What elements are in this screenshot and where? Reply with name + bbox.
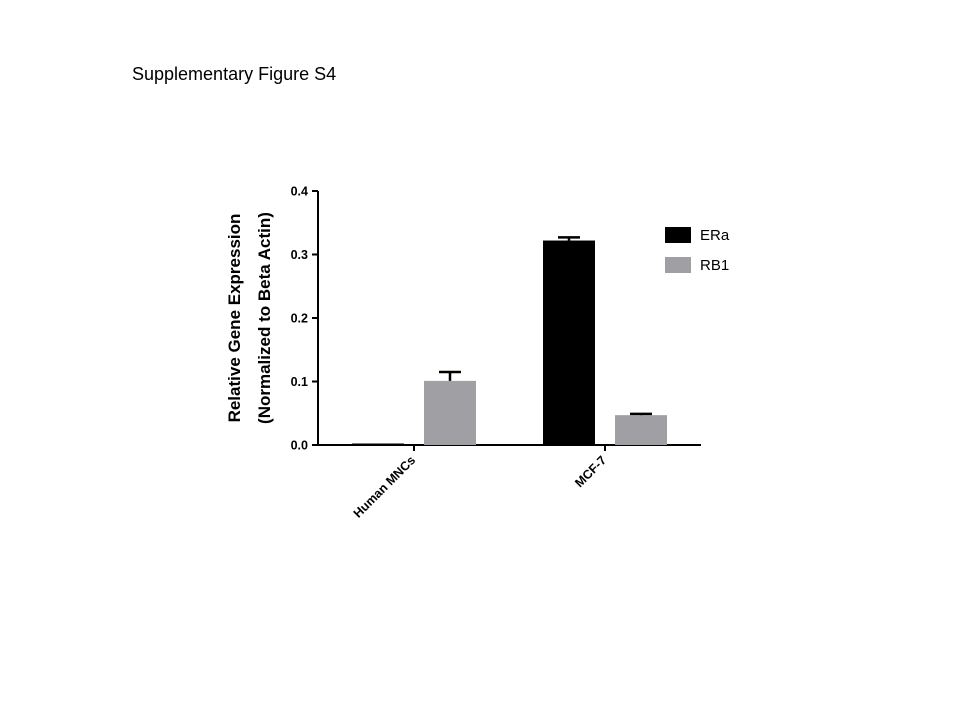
y-axis-label: Relative Gene Expression (Normalized to B… (225, 212, 274, 424)
legend-label-era: ERa (700, 227, 730, 244)
legend-swatch-era (665, 227, 691, 243)
y-tick-label: 0.2 (291, 312, 308, 326)
x-tick-label: Human MNCs (351, 453, 418, 520)
x-tick-label: MCF-7 (572, 453, 609, 490)
legend-label-rb1: RB1 (700, 257, 729, 274)
y-axis-label-line: (Normalized to Beta Actin) (255, 212, 274, 424)
bar-rb1-0 (424, 380, 476, 445)
figure-title: Supplementary Figure S4 (132, 64, 337, 84)
chart-legend: ERa RB1 (665, 227, 730, 274)
y-tick-labels: 0.0 0.1 0.2 0.3 0.4 (291, 185, 308, 453)
bar-era-0 (352, 443, 404, 445)
legend-swatch-rb1 (665, 257, 691, 273)
y-tick-label: 0.4 (291, 185, 308, 199)
chart-axes (312, 190, 701, 451)
y-tick-label: 0.1 (291, 375, 308, 389)
chart-error-bars (439, 236, 652, 416)
bar-rb1-1 (615, 415, 667, 445)
x-tick-labels: Human MNCs MCF-7 (351, 453, 609, 520)
chart-bars (352, 240, 667, 445)
y-axis-label-line: Relative Gene Expression (225, 214, 244, 423)
y-tick-label: 0.0 (291, 439, 308, 453)
y-tick-label: 0.3 (291, 248, 308, 262)
bar-era-1 (543, 240, 595, 445)
